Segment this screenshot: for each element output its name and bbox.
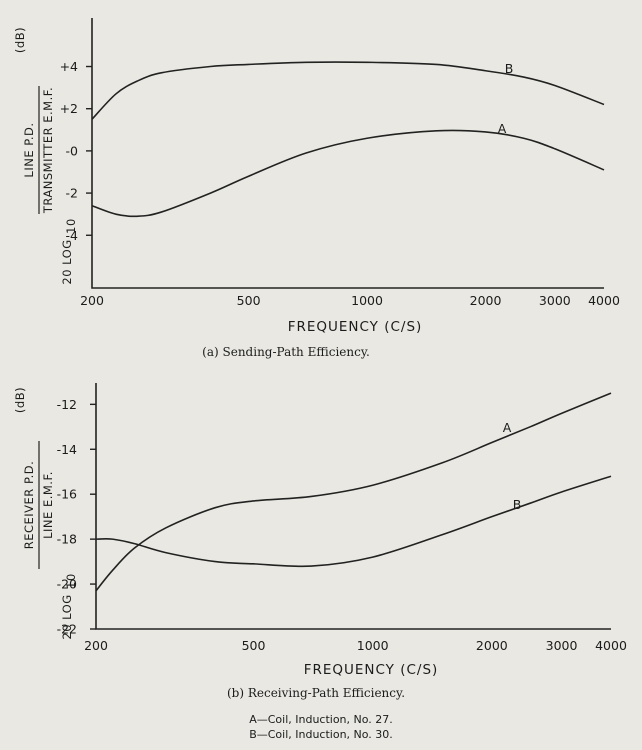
chart-sending-path: +4 +2 -0 -2 -4 200 500 1000 2000 3000 4000 B A FRE…	[13, 18, 620, 359]
chart-receiving-x-tick-label: 4000	[595, 638, 627, 653]
chart-sending-axes	[91, 18, 604, 289]
chart-receiving-series-a-line	[95, 392, 612, 592]
chart-receiving-x-tick-label: 2000	[476, 638, 508, 653]
chart-sending-y-label-numerator: LINE P.D.	[22, 122, 36, 177]
chart-sending-y-label-denominator: TRANSMITTER E.M.F.	[41, 87, 55, 214]
chart-receiving-y-label-denominator: LINE E.M.F.	[41, 471, 55, 539]
chart-receiving-x-tick-label: 1000	[357, 638, 389, 653]
chart-receiving-y-tick-label: -20	[57, 577, 77, 592]
chart-sending-series-b-label: B	[505, 61, 514, 76]
chart-sending-x-tick-label: 2000	[470, 293, 502, 308]
chart-receiving-y-tick-label: -14	[57, 442, 77, 457]
chart-receiving-x-tick-label: 3000	[546, 638, 578, 653]
chart-receiving-series-b-line	[95, 475, 612, 568]
chart-sending-x-tick-label: 3000	[539, 293, 571, 308]
chart-sending-y-tick-label: +4	[60, 59, 78, 74]
chart-sending-series-b-line	[91, 61, 605, 120]
chart-sending-x-tick-label: 1000	[351, 293, 383, 308]
chart-receiving-y-tick-label: -18	[57, 532, 77, 547]
chart-receiving-series-a-label: A	[503, 420, 512, 435]
chart-sending-series-a-line	[91, 129, 605, 218]
chart-sending-x-tick-label: 500	[237, 293, 261, 308]
chart-receiving-axes	[95, 383, 611, 630]
chart-receiving-y-label-subscript: 10	[64, 573, 78, 589]
chart-receiving-series-b-label: B	[513, 497, 522, 512]
chart-sending-x-tick-label: 4000	[588, 293, 620, 308]
chart-sending-series-a-label: A	[498, 121, 507, 136]
chart-receiving-y-unit: (dB)	[13, 387, 27, 413]
chart-sending-y-tick-label: -0	[66, 143, 79, 158]
chart-sending-y-label-prefix: 20 LOG	[60, 239, 74, 284]
chart-receiving-x-tick-label: 500	[242, 638, 266, 653]
chart-receiving-x-axis-label: FREQUENCY (C/S)	[304, 662, 439, 678]
chart-sending-y-axis-label: LINE P.D. TRANSMITTER E.M.F. 20 LOG 10 (…	[13, 27, 78, 285]
chart-sending-y-tick-label: -2	[66, 186, 78, 201]
chart-receiving-x-tick-label: 200	[84, 638, 108, 653]
chart-sending-x-tick-label: 200	[80, 293, 104, 308]
chart-receiving-y-label-prefix: 20 LOG	[60, 594, 74, 639]
chart-sending-x-axis-label: FREQUENCY (C/S)	[288, 319, 423, 335]
chart-sending-y-tick-label: +2	[60, 101, 78, 116]
chart-sending-y-unit: (dB)	[13, 27, 27, 53]
legend-entry-a: A—Coil, Induction, No. 27.	[249, 713, 393, 726]
chart-receiving-y-axis-label: RECEIVER P.D. LINE E.M.F. 20 LOG 10 (dB)	[13, 387, 78, 640]
chart-receiving-y-tick-label: -16	[57, 487, 77, 502]
legend-entry-b: B—Coil, Induction, No. 30.	[249, 728, 393, 741]
chart-receiving-y-tick-label: -22	[57, 622, 77, 637]
chart-receiving-y-label-numerator: RECEIVER P.D.	[22, 461, 36, 550]
chart-sending-y-label-subscript: 10	[64, 218, 78, 234]
chart-sending-caption: (a) Sending-Path Efficiency.	[202, 345, 370, 359]
chart-receiving-caption: (b) Receiving-Path Efficiency.	[227, 686, 405, 700]
chart-receiving-path: -12 -14 -16 -18 -20 -22 200 500 1000 2000 3000 400…	[13, 383, 627, 700]
chart-receiving-y-tick-label: -12	[57, 397, 77, 412]
chart-sending-y-tick-label: -4	[66, 228, 79, 243]
